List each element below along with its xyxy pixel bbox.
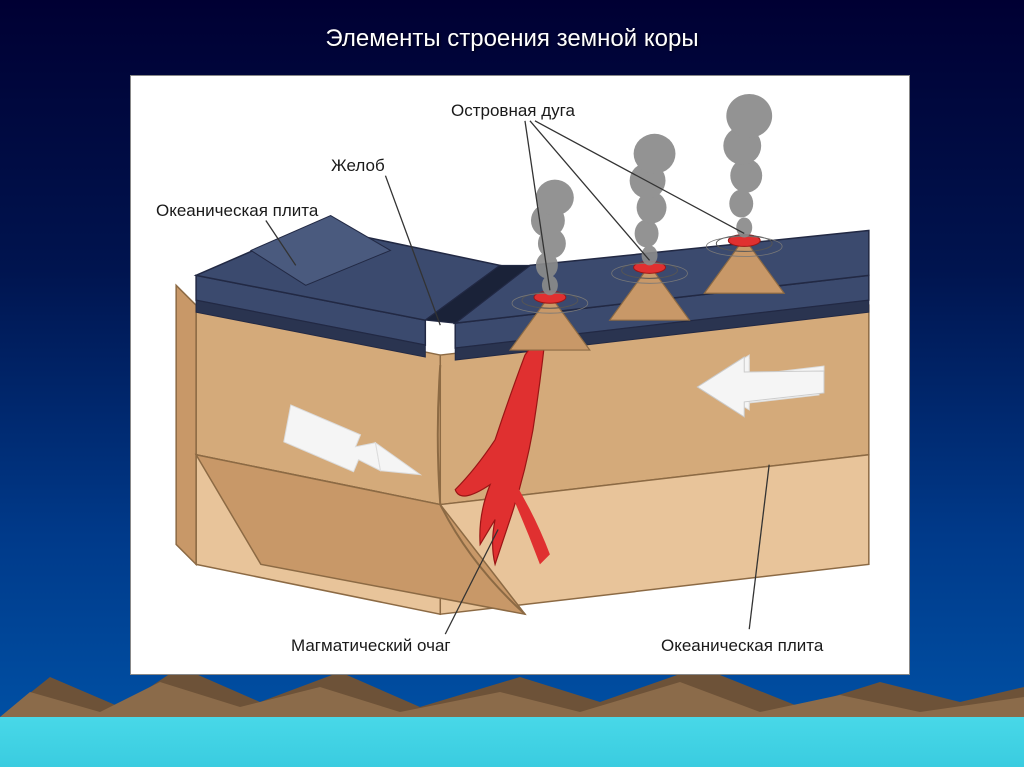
- label-magma-chamber: Магматический очаг: [291, 636, 451, 656]
- label-oceanic-plate-left: Океаническая плита: [156, 201, 318, 221]
- diagram-container: Островная дуга Желоб Океаническая плита …: [130, 75, 910, 675]
- earth-crust-diagram: [131, 76, 909, 674]
- label-oceanic-plate-right: Океаническая плита: [661, 636, 823, 656]
- label-trench: Желоб: [331, 156, 385, 176]
- smoke-3: [723, 94, 772, 238]
- left-side-face: [176, 285, 196, 564]
- page-title: Элементы строения земной коры: [0, 0, 1024, 53]
- label-island-arc: Островная дуга: [451, 101, 575, 121]
